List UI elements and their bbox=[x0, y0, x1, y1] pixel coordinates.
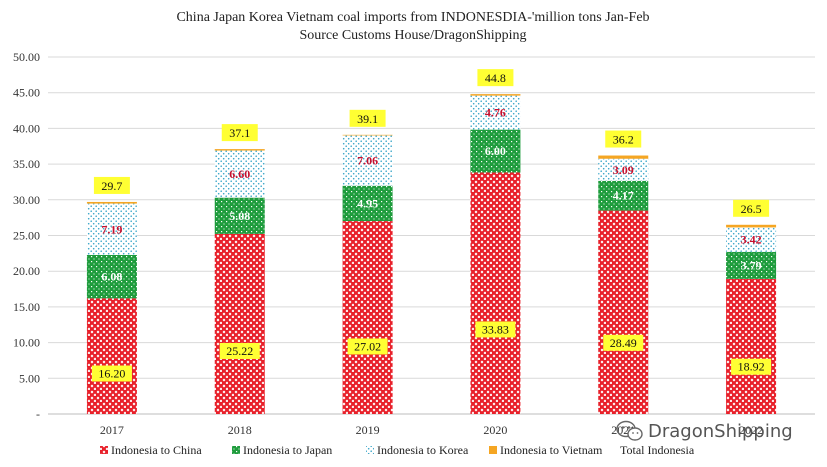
legend-swatch bbox=[100, 446, 108, 454]
watermark-text: DragonShipping bbox=[648, 421, 793, 442]
total-label: 39.1 bbox=[357, 112, 378, 126]
data-label: 16.20 bbox=[98, 367, 125, 381]
data-label-bg bbox=[603, 334, 644, 351]
y-tick-label: 35.00 bbox=[13, 157, 40, 171]
legend-label: Indonesia to Korea bbox=[377, 443, 469, 457]
bar-segment bbox=[470, 129, 521, 173]
bar-segment bbox=[342, 185, 393, 222]
x-tick-label: 2020 bbox=[483, 423, 507, 437]
bar-segment bbox=[726, 278, 777, 414]
x-tick-label: 2017 bbox=[100, 423, 124, 437]
y-tick-label: 30.00 bbox=[13, 193, 40, 207]
bar-segment bbox=[342, 134, 393, 136]
bar-segment bbox=[726, 224, 777, 228]
bar-segment bbox=[598, 155, 649, 159]
data-label: 18.92 bbox=[738, 360, 765, 374]
total-label: 26.5 bbox=[741, 202, 762, 216]
wechat-icon bbox=[616, 420, 643, 441]
data-label-bg bbox=[475, 321, 516, 338]
bar-segment bbox=[86, 254, 137, 299]
legend-swatch bbox=[366, 446, 374, 454]
data-labels: 16.20 6.08 7.19 29.7 25.22 5.08 6.60 37.1 27.02 4… bbox=[91, 69, 772, 382]
y-tick-label: 45.00 bbox=[13, 86, 40, 100]
data-label: 33.83 bbox=[482, 322, 509, 336]
data-label: 3.09 bbox=[613, 163, 634, 177]
y-axis: - 5.00 10.00 15.00 20.00 25.00 30.00 35.00 40.00… bbox=[13, 50, 40, 421]
bar-segment bbox=[470, 94, 521, 96]
data-label: 7.06 bbox=[357, 154, 378, 168]
bar-segment bbox=[470, 95, 521, 130]
bar-segment bbox=[214, 150, 265, 198]
data-label: 6.08 bbox=[101, 270, 122, 284]
data-label: 5.08 bbox=[229, 209, 250, 223]
bar-segment bbox=[214, 233, 265, 414]
data-label: 4.76 bbox=[485, 106, 506, 120]
x-tick-label: 2019 bbox=[356, 423, 380, 437]
bar-segment bbox=[598, 158, 649, 181]
total-label: 44.8 bbox=[485, 71, 506, 85]
total-label-bg bbox=[477, 69, 514, 87]
bar-segment bbox=[86, 203, 137, 255]
total-label: 36.2 bbox=[613, 133, 634, 147]
bar-segment bbox=[726, 251, 777, 279]
x-tick-label: 2018 bbox=[228, 423, 252, 437]
data-label: 6.60 bbox=[229, 167, 250, 181]
total-label-bg bbox=[221, 124, 258, 142]
data-label-bg bbox=[219, 342, 260, 359]
bar-segment bbox=[342, 221, 393, 414]
data-label: 3.79 bbox=[741, 258, 762, 272]
legend-label: Total Indonesia bbox=[620, 443, 695, 457]
bar-segment bbox=[86, 298, 137, 414]
total-label-bg bbox=[605, 130, 642, 148]
bar-segment bbox=[598, 180, 649, 211]
y-tick-label: 15.00 bbox=[13, 300, 40, 314]
bar-segment bbox=[598, 210, 649, 414]
total-label-bg bbox=[349, 109, 386, 127]
gridlines bbox=[48, 56, 815, 415]
legend-label: Indonesia to China bbox=[111, 443, 202, 457]
data-label: 4.95 bbox=[357, 196, 378, 210]
y-tick-label: 40.00 bbox=[13, 121, 40, 135]
legend-swatch bbox=[232, 446, 240, 454]
chart-subtitle: Source Customs House/DragonShipping bbox=[299, 28, 526, 43]
data-label: 3.42 bbox=[741, 233, 762, 247]
bar-segment bbox=[726, 227, 777, 252]
data-label: 7.19 bbox=[101, 222, 122, 236]
total-label: 29.7 bbox=[101, 179, 122, 193]
bar-segment bbox=[470, 172, 521, 414]
total-label: 37.1 bbox=[229, 126, 250, 140]
y-tick-label: 5.00 bbox=[19, 371, 40, 385]
y-tick-label: - bbox=[36, 407, 40, 421]
chart-title: China Japan Korea Vietnam coal imports f… bbox=[176, 10, 649, 25]
data-label: 4.17 bbox=[613, 189, 634, 203]
x-tick-label: 2022 bbox=[739, 423, 763, 437]
bar-segment bbox=[214, 197, 265, 234]
bar-segment bbox=[214, 149, 265, 151]
data-label: 6.00 bbox=[485, 144, 506, 158]
legend-label: Indonesia to Vietnam bbox=[500, 443, 603, 457]
watermark: DragonShipping bbox=[616, 420, 793, 442]
bars bbox=[86, 94, 777, 414]
bar-segment bbox=[342, 135, 393, 186]
y-tick-label: 10.00 bbox=[13, 336, 40, 350]
legend-label: Indonesia to Japan bbox=[243, 443, 332, 457]
data-label: 25.22 bbox=[226, 344, 253, 358]
legend: Indonesia to China Indonesia to Japan Indo… bbox=[100, 443, 695, 457]
total-label-bg bbox=[93, 176, 130, 194]
y-tick-label: 25.00 bbox=[13, 229, 40, 243]
bar-segment bbox=[86, 201, 137, 204]
data-label: 27.02 bbox=[354, 339, 381, 353]
legend-swatch bbox=[489, 446, 497, 454]
data-label: 28.49 bbox=[610, 336, 637, 350]
y-tick-label: 20.00 bbox=[13, 264, 40, 278]
data-label-bg bbox=[347, 338, 388, 355]
data-label-bg bbox=[731, 358, 772, 375]
data-label-bg bbox=[91, 365, 132, 382]
total-label-bg bbox=[733, 199, 770, 217]
y-tick-label: 50.00 bbox=[13, 50, 40, 64]
